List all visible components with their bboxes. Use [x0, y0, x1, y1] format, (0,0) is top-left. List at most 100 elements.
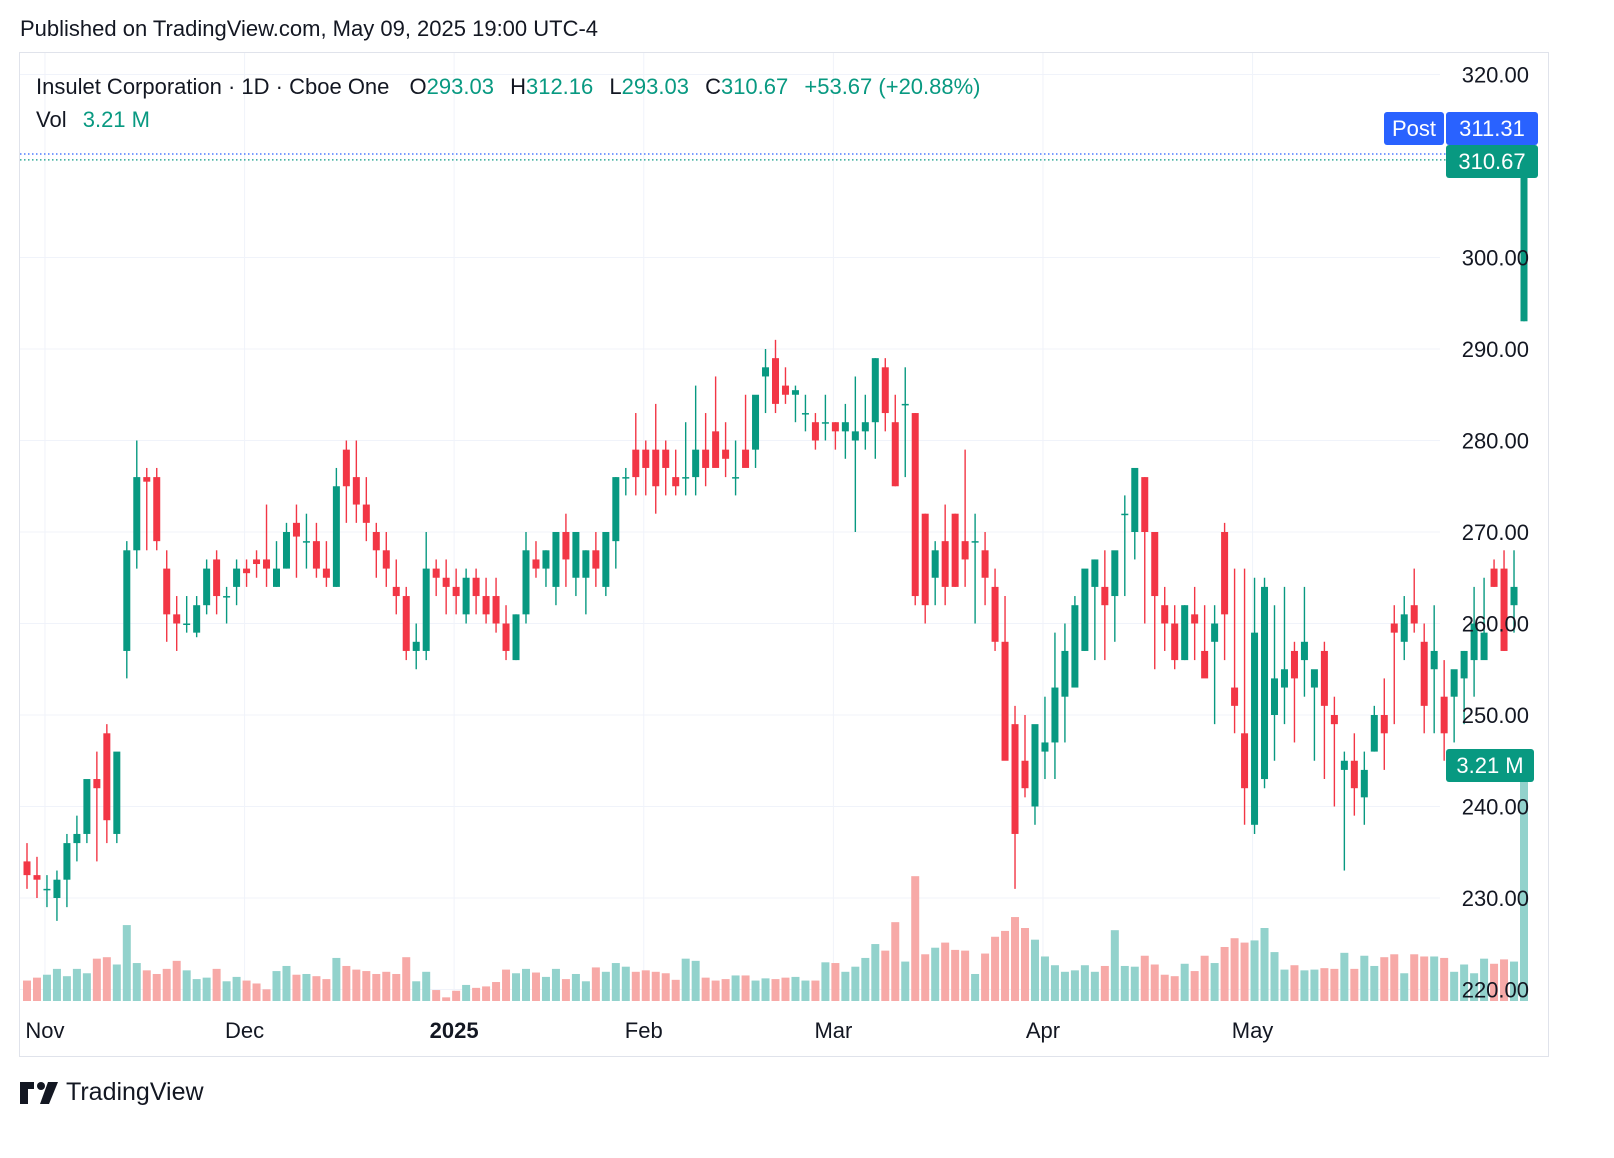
candle-body: [1470, 623, 1478, 661]
candle-body: [362, 504, 370, 523]
close-value: 310.67: [720, 74, 789, 99]
candle-body: [462, 577, 470, 615]
candle-body: [213, 559, 221, 597]
low-label: L: [609, 74, 622, 99]
volume-bar: [1470, 973, 1479, 1001]
volume-bar: [1011, 917, 1020, 1001]
candle-body: [1051, 687, 1059, 743]
volume-bar: [282, 965, 291, 1001]
volume-bar: [1120, 965, 1129, 1001]
volume-bar: [1260, 928, 1269, 1001]
candle-body: [33, 875, 41, 880]
candle-body: [273, 568, 280, 587]
candle-body: [1480, 632, 1488, 661]
price-tick-label: 270.00: [1462, 520, 1529, 545]
price-tick-label: 290.00: [1462, 337, 1529, 362]
volume-bar: [1240, 942, 1249, 1001]
candle-body: [612, 477, 620, 542]
volume-bar: [871, 944, 880, 1001]
volume-bar: [182, 970, 191, 1001]
candle-body: [752, 394, 760, 450]
candle-body: [113, 751, 121, 834]
volume-bar: [1360, 955, 1369, 1001]
volume-bar: [1460, 964, 1469, 1001]
price-axis[interactable]: 320.00 300.00 290.00 280.00 270.00 260.00 250.…: [1462, 63, 1529, 1003]
candle-body: [1350, 760, 1358, 789]
volume-bar: [452, 990, 461, 1001]
candle-body: [702, 449, 710, 468]
volume-bar: [372, 973, 381, 1001]
volume-bar: [711, 980, 720, 1001]
volume-bar: [721, 979, 730, 1001]
candle-body: [1241, 733, 1249, 789]
tradingview-logo[interactable]: TradingView: [20, 1078, 204, 1107]
candle-body: [672, 477, 680, 487]
volume-bar: [212, 968, 221, 1001]
volume-bar: [172, 960, 181, 1001]
candle-body: [522, 550, 530, 615]
volume-bars: [23, 766, 1528, 1001]
volume-bar: [1310, 969, 1319, 1001]
volume-bar: [1090, 971, 1099, 1001]
volume-bar: [631, 971, 640, 1001]
candle-body: [1410, 605, 1418, 624]
volume-bar: [1021, 928, 1029, 1001]
volume-bar: [761, 978, 770, 1001]
volume-bar: [1350, 968, 1359, 1001]
volume-bar: [102, 957, 111, 1001]
candle-body: [1091, 559, 1099, 587]
volume-bar: [1270, 952, 1279, 1001]
candle-body: [552, 532, 560, 587]
volume-bar: [222, 981, 231, 1001]
volume-bar: [1001, 930, 1010, 1001]
candle-body: [23, 861, 31, 876]
volume-bar: [1190, 971, 1199, 1001]
volume-bar: [671, 979, 680, 1001]
volume-tag: 3.21 M: [1446, 749, 1534, 782]
candle-body: [1370, 715, 1378, 752]
volume-bar: [422, 971, 431, 1001]
volume-bar: [1280, 969, 1289, 1001]
candle-body: [1191, 614, 1199, 624]
candle-body: [622, 477, 630, 479]
volume-bar: [522, 968, 530, 1001]
candle-body: [243, 568, 251, 574]
volume-bar: [1380, 957, 1389, 1001]
candle-body: [811, 422, 819, 441]
candle-body: [652, 449, 660, 487]
symbol-title: Insulet Corporation · 1D · Cboe One: [36, 74, 390, 99]
candle-body: [861, 422, 869, 432]
volume-bar: [1080, 965, 1089, 1001]
volume-bar: [541, 976, 550, 1001]
volume-bar: [432, 990, 441, 1001]
close-label: C: [705, 74, 721, 99]
candle-body: [143, 477, 151, 482]
candle-body: [682, 477, 690, 479]
candle-body: [53, 879, 61, 898]
candle-body: [1101, 586, 1109, 606]
volume-bar: [1230, 938, 1239, 1001]
change-value: +53.67 (+20.88%): [804, 74, 981, 99]
candle-body: [312, 541, 320, 569]
volume-bar: [1140, 955, 1149, 1001]
volume-bar: [242, 980, 251, 1001]
volume-bar: [1330, 968, 1339, 1001]
volume-bar: [1030, 939, 1039, 1001]
candle-body: [901, 403, 909, 406]
volume-bar: [412, 981, 421, 1001]
volume-bar: [911, 876, 920, 1001]
volume-bar: [641, 970, 650, 1001]
candle-body: [472, 577, 480, 597]
volume-bar: [981, 953, 990, 1001]
candle-body: [1360, 769, 1368, 798]
volume-bar: [841, 971, 850, 1001]
candle-body: [183, 623, 191, 625]
volume-bar: [1180, 963, 1189, 1001]
candle-body: [332, 486, 340, 587]
volume-bar: [362, 971, 371, 1001]
candle-body: [342, 449, 350, 487]
time-axis[interactable]: Nov Dec 2025 Feb Mar Apr May: [25, 1018, 1273, 1043]
candle-body: [592, 550, 600, 569]
volume-bar: [312, 976, 321, 1001]
